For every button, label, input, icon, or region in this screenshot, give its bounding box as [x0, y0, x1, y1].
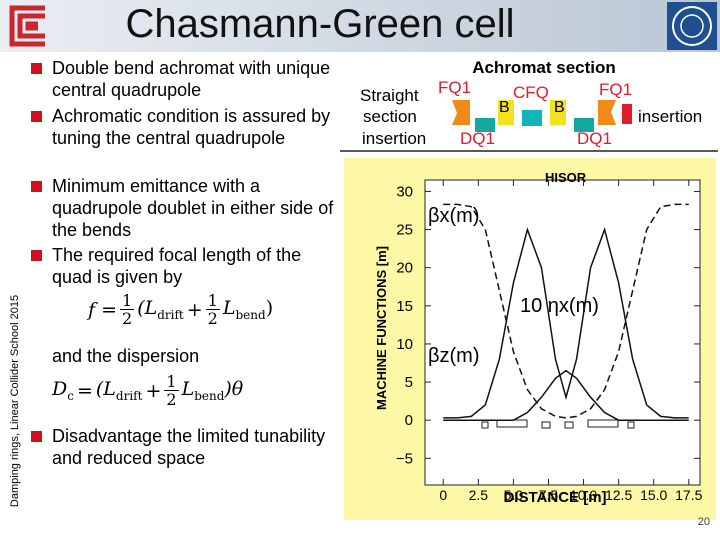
x-tick-label: 10.0: [570, 487, 597, 503]
bullet: The required focal length of the quad is…: [31, 244, 342, 288]
formula-part: 1: [120, 291, 135, 310]
slide-title: Chasmann-Green cell: [125, 2, 515, 46]
formula-part: D: [52, 378, 68, 401]
y-tick-label: 20: [396, 260, 413, 277]
curve-label: 10 ηx(m): [520, 295, 599, 317]
magnet-label: DQ1: [460, 129, 495, 148]
left-logo: [9, 5, 45, 47]
curve-label: βx(m): [428, 205, 479, 227]
formula-part: drift: [115, 388, 143, 403]
x-tick-label: 7.5: [539, 487, 559, 503]
magnet-label: B: [499, 99, 510, 116]
x-tick-label: 12.5: [605, 487, 632, 503]
magnet-label: CFQ: [513, 83, 549, 102]
formula-part: 2: [207, 309, 218, 328]
y-tick-label: 30: [396, 183, 413, 200]
lattice-label: insertion: [638, 107, 702, 126]
bullet: Disadvantage the limited tunability and …: [31, 425, 342, 469]
x-tick-label: 15.0: [640, 487, 667, 503]
lattice-magnets: [452, 100, 632, 132]
formula-part: +: [186, 298, 203, 321]
formula-part: 2: [122, 309, 133, 328]
formula-part: bend: [194, 388, 225, 403]
bullet: Double bend achromat with unique central…: [31, 57, 342, 101]
curve: [443, 227, 689, 419]
formula-part: 2: [166, 390, 177, 409]
formula-part: 1: [164, 372, 179, 391]
y-axis-label: MACHINE FUNCTIONS [m]: [374, 246, 389, 410]
lattice-area: [340, 55, 718, 155]
cern-logo: [667, 2, 717, 50]
y-tick-label: 10: [396, 336, 413, 353]
formula-part: c: [67, 388, 74, 403]
x-tick-label: 17.5: [675, 487, 702, 503]
formula-part: +: [145, 379, 162, 402]
curve: [443, 203, 689, 419]
x-axis-label: DISTANCE [m]: [503, 489, 606, 506]
bullet: Achromatic condition is assured by tunin…: [31, 105, 342, 149]
formula-part: L: [222, 297, 236, 320]
lattice-label: insertion: [362, 129, 426, 148]
x-tick-label: 2.5: [469, 487, 489, 503]
text: and the dispersion: [52, 346, 200, 366]
page-number: 20: [697, 516, 710, 528]
formula-part: drift: [157, 307, 184, 322]
y-tick-label: 0: [405, 412, 413, 429]
bullet: Minimum emittance with a quadrupole doub…: [31, 175, 342, 241]
magnet-label: FQ1: [599, 80, 632, 99]
plot-frame: [424, 179, 701, 486]
x-tick-label: 5.0: [504, 487, 524, 503]
sidebar-text: Damping rings, Linear Collider School 20…: [9, 294, 21, 508]
lattice-label: Straight: [360, 86, 419, 105]
formula-part: =: [76, 379, 93, 402]
formula-part: bend: [235, 307, 266, 322]
formula-part: L: [181, 378, 195, 401]
formula-part: f =: [88, 298, 117, 321]
curve-label: βz(m): [428, 345, 479, 367]
y-tick-label: 5: [405, 374, 413, 391]
magnet-label: FQ1: [438, 78, 471, 97]
formula-part: ): [265, 297, 274, 320]
formula-part: )θ: [224, 378, 244, 401]
plot-title: HISOR: [545, 170, 587, 185]
y-tick-label: 15: [396, 298, 413, 315]
curve: [443, 369, 689, 421]
y-tick-label: −5: [396, 450, 413, 467]
formula-part: (L: [137, 297, 158, 320]
formula-part: (L: [95, 378, 116, 401]
formula-part: 1: [205, 291, 220, 310]
header-band: [0, 0, 720, 52]
magnet-label: B: [554, 99, 565, 116]
x-tick-label: 0: [439, 487, 447, 503]
lattice-title: Achromat section: [472, 58, 616, 77]
y-tick-label: 25: [396, 222, 413, 239]
lattice-label: section: [363, 107, 417, 126]
magnet-label: DQ1: [577, 129, 612, 148]
